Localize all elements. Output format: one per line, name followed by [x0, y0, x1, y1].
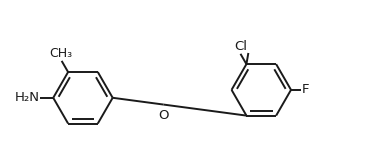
Text: H₂N: H₂N	[14, 91, 39, 104]
Text: CH₃: CH₃	[49, 47, 72, 60]
Text: F: F	[302, 83, 309, 96]
Text: Cl: Cl	[234, 40, 247, 53]
Text: O: O	[158, 108, 169, 122]
